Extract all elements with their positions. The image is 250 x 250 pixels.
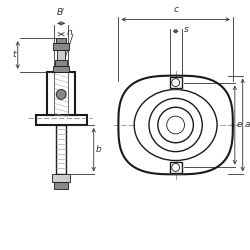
Text: t: t [12, 50, 16, 59]
Circle shape [158, 107, 194, 143]
Text: a: a [245, 120, 250, 130]
Text: Bᴵ: Bᴵ [56, 8, 64, 18]
Bar [55, 60, 67, 66]
Text: e: e [237, 120, 242, 130]
Circle shape [172, 164, 179, 171]
Bar [53, 66, 69, 72]
Bar [36, 115, 87, 125]
Bar [56, 38, 66, 43]
Bar [170, 77, 181, 88]
Text: c: c [173, 4, 178, 14]
Text: n: n [67, 28, 73, 37]
Bar [170, 162, 181, 173]
Text: b: b [96, 145, 102, 154]
Bar [47, 72, 75, 115]
Text: s: s [184, 25, 188, 34]
Bar [54, 182, 68, 189]
Circle shape [56, 90, 66, 99]
Bar [54, 72, 68, 115]
Ellipse shape [134, 90, 217, 160]
Bar [170, 162, 181, 173]
Bar [56, 125, 66, 174]
Bar [53, 43, 69, 50]
Circle shape [167, 116, 184, 134]
Circle shape [149, 98, 202, 152]
Circle shape [172, 79, 179, 86]
Bar [57, 50, 65, 60]
Bar [52, 174, 70, 182]
Bar [170, 77, 181, 88]
